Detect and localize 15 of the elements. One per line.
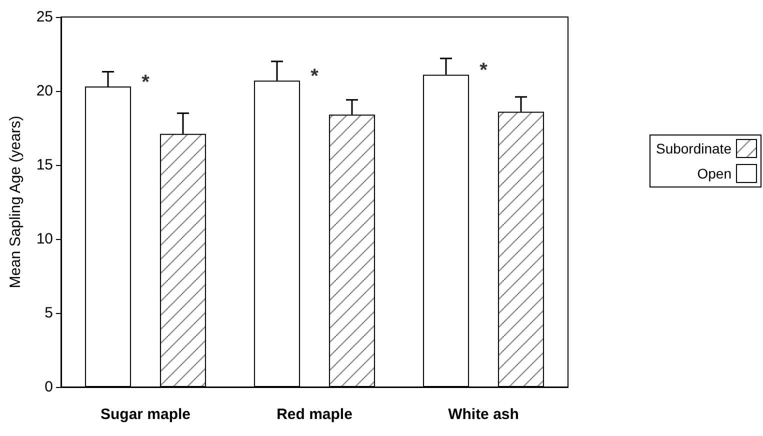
y-tick-label: 5 [44,304,53,322]
x-tick-label: Sugar maple [100,406,191,423]
annotation: * [142,72,150,94]
annotation: * [480,60,488,82]
annotation: * [310,66,319,88]
legend-label: Subordinate [656,140,732,156]
x-tick-label: White ash [448,406,519,423]
y-tick-label: 0 [44,378,53,396]
y-tick-label: 15 [36,156,53,174]
x-tick-label: Red maple [276,406,352,423]
y-tick-label: 25 [36,8,53,26]
y-tick-label: 20 [36,82,53,100]
legend-label: Open [697,166,732,182]
y-tick-label: 10 [36,230,53,248]
y-axis-title: Mean Sapling Age (years) [7,116,24,288]
